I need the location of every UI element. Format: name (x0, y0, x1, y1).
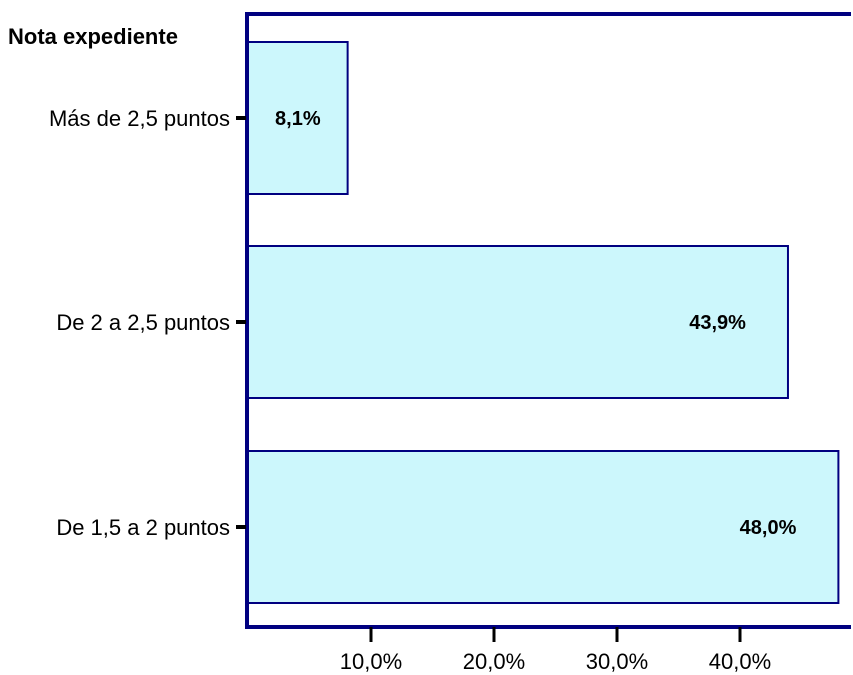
data-label: 43,9% (689, 312, 746, 334)
x-tick-label: 10,0% (340, 649, 402, 674)
bar-2 (247, 245, 789, 399)
category-labels-group: Más de 2,5 puntos De 2 a 2,5 puntos De 1,5… (49, 106, 230, 540)
x-tick-label: 30,0% (586, 649, 648, 674)
bars-group (247, 41, 840, 604)
x-ticks-group (369, 627, 742, 642)
category-label: De 1,5 a 2 puntos (56, 515, 230, 540)
x-tick-label: 40,0% (709, 649, 771, 674)
bar-3 (247, 450, 840, 604)
axes-group (245, 12, 851, 629)
category-ticks-group (236, 116, 246, 529)
x-tick-labels-group: 10,0% 20,0% 30,0% 40,0% (340, 649, 771, 674)
bar-1 (247, 41, 349, 195)
y-axis-title: Nota expediente (8, 24, 178, 49)
category-label: Más de 2,5 puntos (49, 106, 230, 131)
data-label: 8,1% (275, 108, 321, 130)
category-label: De 2 a 2,5 puntos (56, 310, 230, 335)
data-label: 48,0% (740, 517, 797, 539)
x-tick-label: 20,0% (463, 649, 525, 674)
data-labels-group: 8,1% 43,9% 48,0% (275, 108, 797, 539)
